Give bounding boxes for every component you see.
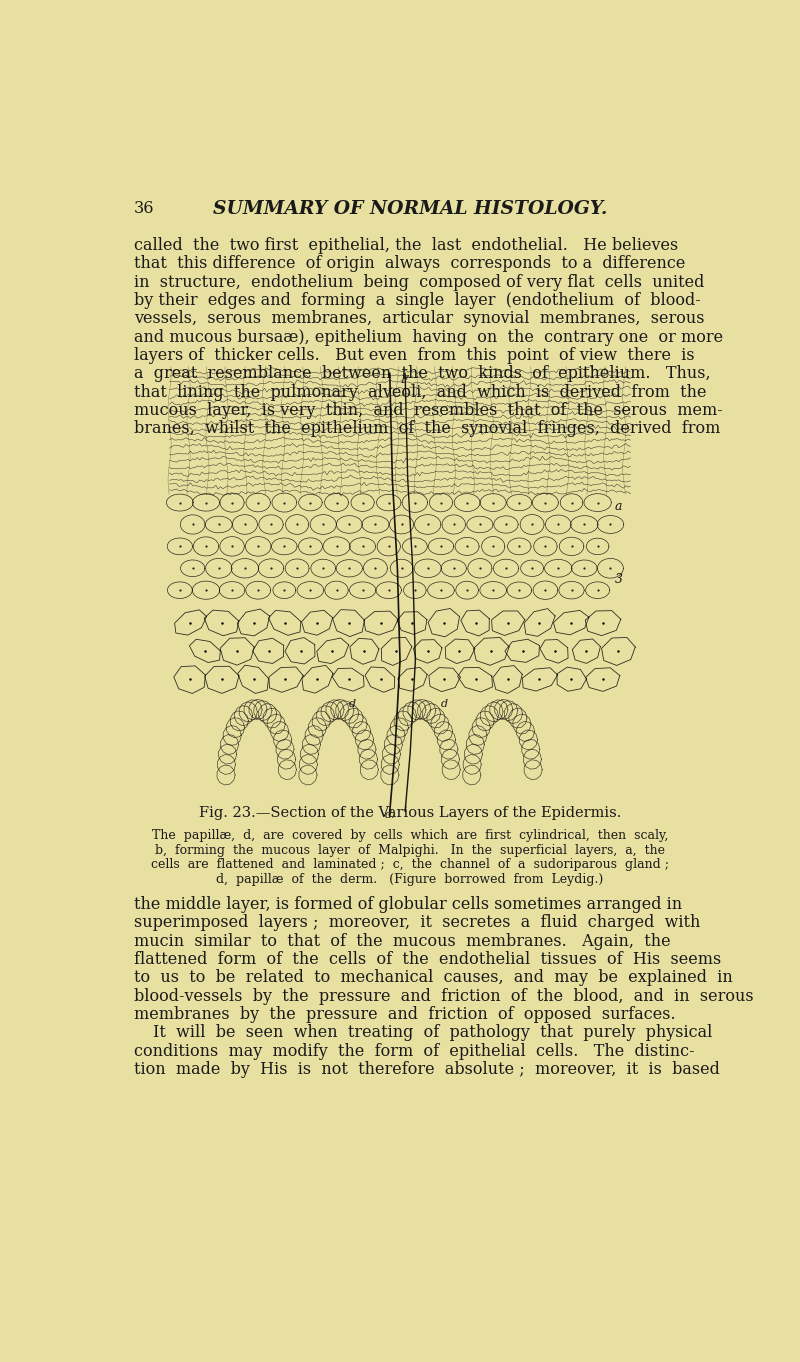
Text: d: d [349,699,356,708]
Text: 36: 36 [134,200,154,217]
Text: layers of  thicker cells.   But even  from  this  point  of view  there  is: layers of thicker cells. But even from t… [134,347,694,364]
Text: blood-vessels  by  the  pressure  and  friction  of  the  blood,  and  in  serou: blood-vessels by the pressure and fricti… [134,987,754,1005]
Text: d,  papillæ  of  the  derm.   (Figure  borrowed  from  Leydig.): d, papillæ of the derm. (Figure borrowed… [216,873,604,885]
Text: vessels,  serous  membranes,  articular  synovial  membranes,  serous: vessels, serous membranes, articular syn… [134,311,705,327]
Text: tion  made  by  His  is  not  therefore  absolute ;  moreover,  it  is  based: tion made by His is not therefore absolu… [134,1061,720,1079]
Text: SUMMARY OF NORMAL HISTOLOGY.: SUMMARY OF NORMAL HISTOLOGY. [213,200,607,218]
Text: 3: 3 [615,573,623,587]
Text: that  this difference  of origin  always  corresponds  to a  difference: that this difference of origin always co… [134,255,686,272]
Text: flattened  form  of  the  cells  of  the  endothelial  tissues  of  His  seems: flattened form of the cells of the endot… [134,951,722,968]
Text: It  will  be  seen  when  treating  of  pathology  that  purely  physical: It will be seen when treating of patholo… [153,1024,712,1042]
Text: cells  are  flattened  and  laminated ;  c,  the  channel  of  a  sudoriparous  : cells are flattened and laminated ; c, t… [151,858,669,872]
Text: d.: d. [385,810,395,820]
Text: F: F [400,375,408,384]
Text: Fig. 23.—Section of the Various Layers of the Epidermis.: Fig. 23.—Section of the Various Layers o… [199,806,621,820]
Text: and mucous bursaæ), epithelium  having  on  the  contrary one  or more: and mucous bursaæ), epithelium having on… [134,328,723,346]
Text: conditions  may  modify  the  form  of  epithelial  cells.   The  distinc-: conditions may modify the form of epithe… [134,1043,694,1060]
Text: membranes  by  the  pressure  and  friction  of  opposed  surfaces.: membranes by the pressure and friction o… [134,1007,676,1023]
Text: mucin  similar  to  that  of  the  mucous  membranes.   Again,  the: mucin similar to that of the mucous memb… [134,933,670,949]
Text: mucous  layer,  is very  thin,  and  resembles  that  of  the  serous  mem-: mucous layer, is very thin, and resemble… [134,402,723,419]
Text: called  the  two first  epithelial, the  last  endothelial.   He believes: called the two first epithelial, the las… [134,237,678,253]
Text: in  structure,  endothelium  being  composed of very flat  cells  united: in structure, endothelium being composed… [134,274,705,290]
Text: superimposed  layers ;  moreover,  it  secretes  a  fluid  charged  with: superimposed layers ; moreover, it secre… [134,914,701,932]
FancyBboxPatch shape [211,444,608,795]
Text: a  great  resemblance  between  the  two  kinds  of  epithelium.   Thus,: a great resemblance between the two kind… [134,365,710,383]
Text: a: a [615,500,622,513]
Text: b,  forming  the  mucous  layer  of  Malpighi.   In  the  superficial  layers,  : b, forming the mucous layer of Malpighi.… [155,843,665,857]
Text: by their  edges and  forming  a  single  layer  (endothelium  of  blood-: by their edges and forming a single laye… [134,291,701,309]
Text: that  lining  the  pulmonary  alveoli,  and  which  is  derived  from  the: that lining the pulmonary alveoli, and w… [134,384,706,400]
Text: to  us  to  be  related  to  mechanical  causes,  and  may  be  explained  in: to us to be related to mechanical causes… [134,970,733,986]
Text: branes,  whilst  the  epithelium  of  the  synovial  fringes,  derived  from: branes, whilst the epithelium of the syn… [134,421,721,437]
Text: the middle layer, is formed of globular cells sometimes arranged in: the middle layer, is formed of globular … [134,896,682,913]
Text: The  papillæ,  d,  are  covered  by  cells  which  are  first  cylindrical,  the: The papillæ, d, are covered by cells whi… [152,829,668,842]
Text: d: d [441,699,448,708]
